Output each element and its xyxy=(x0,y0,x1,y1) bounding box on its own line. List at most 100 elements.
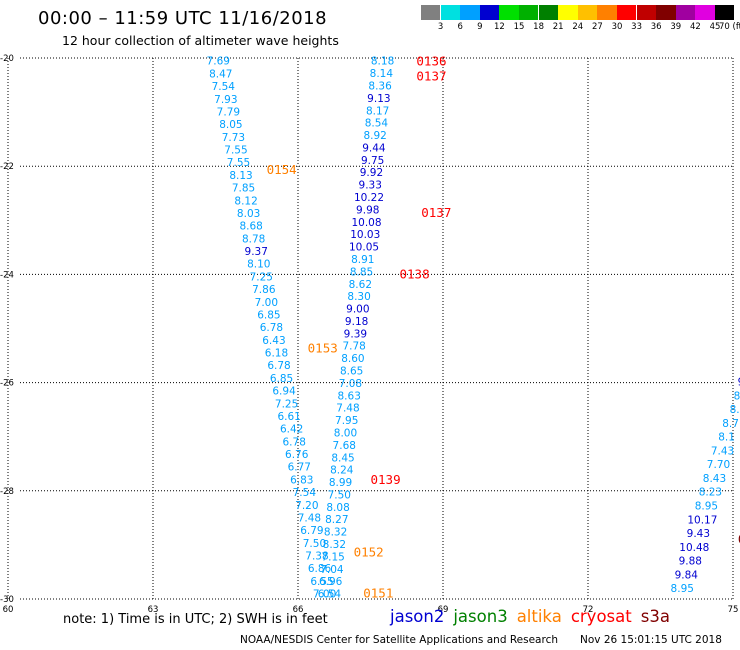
wave-height-value: 8.85 xyxy=(350,266,373,278)
wave-height-value: 7.54 xyxy=(293,487,317,499)
footer-credit: NOAA/NESDIS Center for Satellite Applica… xyxy=(240,634,558,646)
wave-height-value: 8.18 xyxy=(371,56,394,68)
wave-height-value: 8.03 xyxy=(237,208,260,220)
page-subtitle: 12 hour collection of altimeter wave hei… xyxy=(62,33,339,48)
wave-height-value: 10.08 xyxy=(351,217,381,229)
satellite-key: jason2 jason3 altika cryosat s3a xyxy=(390,607,679,626)
wave-height-value: 8.10 xyxy=(247,259,270,271)
wave-height-value: 7.55 xyxy=(227,157,250,169)
legend-swatch xyxy=(695,5,715,20)
x-tick-label: 63 xyxy=(148,605,159,615)
legend-label: 15 xyxy=(513,22,525,32)
x-tick-label: 72 xyxy=(583,605,594,615)
wave-height-value: 6.83 xyxy=(290,474,313,486)
wave-height-value: 7.48 xyxy=(298,512,321,524)
wave-height-value: 10.03 xyxy=(350,229,380,241)
wave-height-value: 7.00 xyxy=(255,297,278,309)
wave-height-value: 8.12 xyxy=(234,195,257,207)
pass-number-label: 0151 xyxy=(363,586,393,601)
legend-label: 70 (ft) xyxy=(719,22,740,32)
wave-height-value: 6.77 xyxy=(288,462,311,474)
satellite-name-jason2: jason2 xyxy=(390,607,445,626)
wave-height-value: 8.7 xyxy=(722,418,739,430)
legend-label: 39 xyxy=(670,22,682,32)
wave-height-value: 8.1 xyxy=(718,432,735,444)
wave-height-value: 9. xyxy=(738,377,740,389)
pass-labels: 0136013701540137013801530139015201510 xyxy=(267,54,740,601)
wave-height-value: 8.32 xyxy=(324,527,347,539)
wave-height-value: 8.27 xyxy=(325,514,348,526)
x-tick-label: 75 xyxy=(728,605,739,615)
wave-height-value: 8.63 xyxy=(338,390,361,402)
wave-height-value: 7.48 xyxy=(336,403,359,415)
pass-number-label: 0152 xyxy=(354,544,384,559)
wave-height-value: 9.84 xyxy=(675,569,699,581)
legend-swatch xyxy=(499,5,519,20)
wave-height-value: 6.78 xyxy=(283,436,306,448)
satellite-name-altika: altika xyxy=(516,607,562,626)
wave-height-value: 6.86 xyxy=(308,563,332,575)
legend-swatch xyxy=(617,5,637,20)
x-tick-label: 69 xyxy=(438,605,449,615)
x-tick-label: 60 xyxy=(3,605,14,615)
wave-height-value: 9.18 xyxy=(345,316,368,328)
y-tick-label: -28 xyxy=(0,487,14,497)
wave-height-value: 10.22 xyxy=(354,192,384,204)
wave-height-value: 9.33 xyxy=(359,180,382,192)
wave-height-value: 6.78 xyxy=(260,322,283,334)
pass-number-label: 0 xyxy=(738,531,740,546)
satellite-name-cryosat: cryosat xyxy=(570,607,632,626)
wave-height-value: 7.43 xyxy=(711,445,734,457)
wave-height-value: 9.13 xyxy=(367,93,390,105)
observation-values: 7.698.477.547.937.798.057.737.557.558.13… xyxy=(207,56,740,601)
legend-label: 3 xyxy=(437,22,444,32)
wave-height-value: 8.43 xyxy=(703,473,726,485)
wave-height-value: 7.04 xyxy=(320,564,344,576)
legend-label: 33 xyxy=(631,22,643,32)
wave-height-value: 8.60 xyxy=(341,353,364,365)
legend-swatch xyxy=(675,5,696,20)
y-tick-label: -26 xyxy=(0,379,14,389)
wave-height-value: 7.54 xyxy=(212,81,236,93)
wave-height-value: 8. xyxy=(730,404,740,416)
wave-height-value: 9.37 xyxy=(245,246,268,258)
wave-height-value: 9.43 xyxy=(687,528,710,540)
legend-label: 30 xyxy=(611,22,623,32)
wave-height-value: 7.68 xyxy=(333,440,356,452)
wave-height-value: 8.91 xyxy=(351,254,374,266)
legend-swatch xyxy=(440,5,460,20)
wave-height-value: 7.93 xyxy=(214,94,237,106)
wave-height-value: 6.55 xyxy=(310,576,333,588)
legend-swatch xyxy=(421,5,441,20)
wave-height-value: 7.50 xyxy=(303,538,326,550)
legend-label: 45 xyxy=(709,22,721,32)
wave-height-value: 8.30 xyxy=(347,291,370,303)
wave-height-value: 6.78 xyxy=(267,360,290,372)
pass-number-label: 0137 xyxy=(416,68,446,83)
wave-height-value: 7.73 xyxy=(222,132,245,144)
page-title: 00:00 – 11:59 UTC 11/16/2018 xyxy=(38,8,328,29)
y-tick-label: -24 xyxy=(0,270,14,280)
legend-swatch xyxy=(558,5,578,20)
wave-height-value: 7.69 xyxy=(207,56,230,68)
wave-height-value: 8.00 xyxy=(334,427,357,439)
legend-label: 24 xyxy=(572,22,584,32)
wave-height-value: 8.92 xyxy=(363,130,386,142)
footer-timestamp: Nov 26 15:01:15 UTC 2018 xyxy=(580,634,722,646)
legend-label: 6 xyxy=(457,22,463,32)
legend-label: 12 xyxy=(493,22,505,32)
wave-height-value: 6.54 xyxy=(318,589,342,601)
wave-height-value: 8.23 xyxy=(699,487,722,499)
legend-swatch xyxy=(715,5,735,20)
wave-height-value: 8.08 xyxy=(326,502,349,514)
wave-height-value: 8.62 xyxy=(349,279,372,291)
wave-height-value: 9.98 xyxy=(356,204,379,216)
wave-height-value: 10.17 xyxy=(687,514,717,526)
legend-swatch xyxy=(479,5,500,20)
wave-height-value: 6.85 xyxy=(257,309,280,321)
wave-height-value: 6.61 xyxy=(277,411,300,423)
satellite-name-jason3: jason3 xyxy=(453,607,508,626)
wave-height-value: 7.79 xyxy=(217,106,240,118)
wave-height-value: 8.17 xyxy=(366,105,389,117)
